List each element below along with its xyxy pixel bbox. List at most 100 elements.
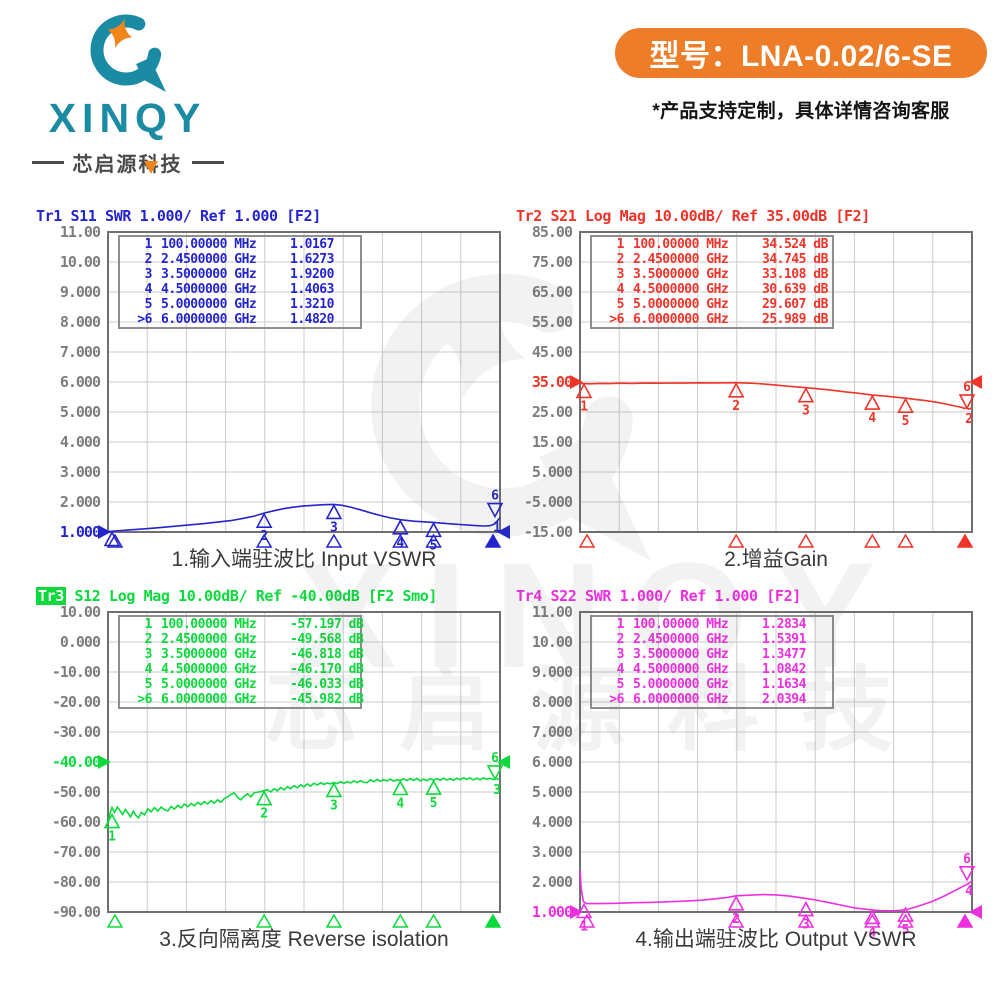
marker-frequency: 3.5000000 GHz [161,267,257,282]
marker-number: 5 [144,297,153,312]
marker-row: 2 2.4500000 GHz 1.6273 [120,252,360,267]
marker-number: >6 [137,692,152,707]
marker-frequency: 5.0000000 GHz [633,297,729,312]
y-tick-label: -5.000 [523,493,573,511]
chart-title-text: S12 Log Mag 10.00dB/ Ref -40.00dB [F2 Sm… [65,587,438,605]
marker-value: 2.0394 [762,692,806,707]
marker-frequency: 100.00000 MHz [633,617,729,632]
marker-number: 5 [144,677,153,692]
marker-value: 25.989 dB [762,312,828,327]
marker-row: 1 100.00000 MHz 1.2834 [592,617,832,632]
customization-note: *产品支持定制，具体详情咨询客服 [652,101,950,122]
marker-value: 30.639 dB [762,282,828,297]
chart-caption: 3.反向隔离度 Reverse isolation [159,928,449,951]
marker-value: -46.033 dB [290,677,364,692]
marker-row: 5 5.0000000 GHz -46.033 dB [120,677,364,692]
y-tick-label: 2.000 [59,493,101,511]
y-axis: 11.00 10.00 9.000 8.000 7.000 6.000 5.000 4.000… [500,603,576,921]
svg-text:4: 4 [396,797,404,812]
svg-text:4: 4 [965,884,973,899]
marker-frequency: 2.4500000 GHz [161,252,257,267]
y-tick-label: 10.00 [59,253,101,271]
y-tick-label: 6.000 [59,373,101,391]
svg-text:6: 6 [491,489,499,504]
svg-text:4: 4 [868,411,876,426]
y-tick-label: 11.00 [59,223,101,241]
marker-number: 2 [616,632,625,647]
logo-subtitle-text: 芯启源科技 [72,154,183,176]
chart-gain: Tr2 S21 Log Mag 10.00dB/ Ref 35.00dB [F2… [500,205,982,583]
marker-row: 3 3.5000000 GHz 33.108 dB [592,267,832,282]
y-tick-label: 0.000 [59,633,101,651]
svg-text:2: 2 [732,912,740,927]
chart-title-text: S11 SWR 1.000/ Ref 1.000 [F2] [61,207,322,225]
marker-number: 1 [144,237,153,252]
marker-number: 3 [144,647,153,662]
y-tick-label: -30.00 [51,723,101,741]
marker-row: >6 6.0000000 GHz 2.0394 [592,692,832,707]
marker-row: 5 5.0000000 GHz 1.1634 [592,677,832,692]
y-tick-label: -60.00 [51,813,101,831]
marker-row: >6 6.0000000 GHz 1.4820 [120,312,360,327]
svg-text:6: 6 [491,751,499,766]
svg-text:4: 4 [868,925,876,940]
marker-number: 3 [616,647,625,662]
marker-row: 2 2.4500000 GHz -49.568 dB [120,632,364,647]
chart-title-text: S21 Log Mag 10.00dB/ Ref 35.00dB [F2] [541,207,871,225]
y-tick-label: -40.00 [51,753,101,771]
marker-value: 1.6273 [290,252,334,267]
svg-text:2: 2 [965,412,973,427]
marker-number: 1 [616,617,625,632]
marker-number: 4 [144,282,153,297]
chart-title: Tr1 S11 SWR 1.000/ Ref 1.000 [F2] [36,207,321,225]
y-tick-label: 10.00 [531,633,573,651]
marker-frequency: 2.4500000 GHz [633,252,729,267]
marker-value: 1.2834 [762,617,806,632]
y-tick-label: 4.000 [59,433,101,451]
y-axis: 10.00 0.000 -10.00 -20.00 -30.00 -40.00 -50.00… [30,603,104,921]
marker-value: 1.0842 [762,662,806,677]
svg-text:2: 2 [732,399,740,414]
y-tick-label: 3.000 [59,463,101,481]
chart-output-vswr: Tr4 S22 SWR 1.000/ Ref 1.000 [F2] 11.00 1… [500,585,982,963]
svg-text:3: 3 [802,918,810,933]
logo-dash-left [31,161,64,164]
y-tick-label: -10.00 [51,663,101,681]
marker-table: 1 100.00000 MHz 1.0167 2 2.4500000 GHz 1.6273… [118,235,362,329]
marker-row: 1 100.00000 MHz 1.0167 [120,237,360,252]
marker-value: 1.1634 [762,677,806,692]
marker-number: 5 [616,677,625,692]
marker-frequency: 100.00000 MHz [633,237,729,252]
logo-q-icon [90,14,166,92]
svg-text:5: 5 [902,414,910,429]
marker-value: -46.170 dB [290,662,364,677]
y-tick-label: -15.00 [523,523,573,541]
y-tick-label: -90.00 [51,903,101,921]
svg-text:6: 6 [963,852,971,867]
marker-value: 34.745 dB [762,252,828,267]
plot-canvas: 234 561 [98,231,510,553]
marker-frequency: 100.00000 MHz [161,617,257,632]
plot-canvas: 1 2 3 4 562 [570,231,982,548]
trace-label: Tr4 [516,587,542,605]
y-tick-label: 85.00 [531,223,573,241]
marker-number: 4 [144,662,153,677]
y-tick-label: 8.000 [59,313,101,331]
y-tick-label: -80.00 [51,873,101,891]
marker-frequency: 2.4500000 GHz [633,632,729,647]
y-tick-label: 65.00 [531,283,573,301]
marker-number: 1 [616,237,625,252]
trace-label: Tr3 [36,587,66,605]
marker-value: 1.3477 [762,647,806,662]
marker-value: -46.818 dB [290,647,364,662]
marker-table: 1 100.00000 MHz 1.2834 2 2.4500000 GHz 1.5391… [590,615,834,709]
chart-input-vswr: Tr1 S11 SWR 1.000/ Ref 1.000 [F2] 11.00 1… [30,205,510,583]
marker-value: 29.607 dB [762,297,828,312]
marker-row: 3 3.5000000 GHz 1.3477 [592,647,832,662]
marker-frequency: 6.0000000 GHz [161,692,257,707]
marker-value: 1.9200 [290,267,334,282]
y-tick-label: 1.000 [59,523,101,541]
